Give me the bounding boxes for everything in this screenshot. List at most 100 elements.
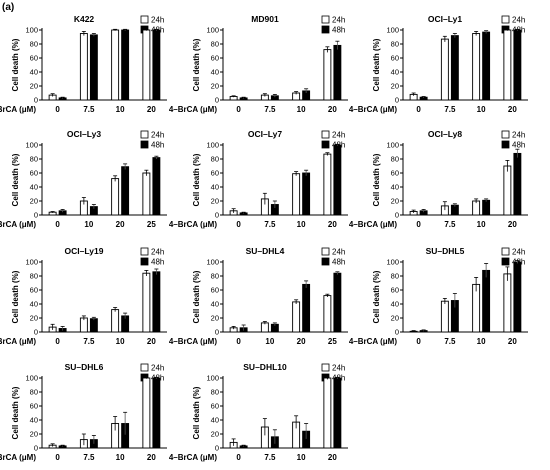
y-tick-label: 0 <box>34 211 38 220</box>
chart-title: SU–DHL6 <box>65 362 104 372</box>
x-tick-label: 20 <box>508 220 517 229</box>
x-tick-label: 0 <box>416 220 421 229</box>
y-tick-label: 20 <box>211 430 219 439</box>
x-tick-label: 7.5 <box>83 105 95 114</box>
y-tick-label: 80 <box>30 40 38 49</box>
chart-title: K422 <box>74 14 95 24</box>
y-tick-label: 100 <box>206 141 219 150</box>
x-tick-label: 20 <box>147 337 156 346</box>
y-axis-label: Cell death (%) <box>192 270 201 323</box>
legend-swatch <box>501 15 510 24</box>
y-tick-label: 80 <box>30 388 38 397</box>
legend-label: 24h <box>332 248 345 257</box>
x-axis-label: 4–BrCA (μM) <box>0 220 36 229</box>
legend-label: 24h <box>151 131 164 140</box>
y-axis-label: Cell death (%) <box>11 386 20 439</box>
legend-swatch <box>501 257 510 266</box>
bar <box>152 29 161 101</box>
y-tick-label: 40 <box>30 183 38 192</box>
bar <box>152 157 161 216</box>
y-tick-label: 80 <box>211 388 219 397</box>
bar <box>503 273 512 333</box>
x-axis-label: 4–BrCA (μM) <box>169 105 217 114</box>
x-tick-label: 25 <box>147 220 156 229</box>
legend-label: 24h <box>151 16 164 25</box>
y-tick-label: 100 <box>386 141 399 150</box>
y-tick-label: 80 <box>30 155 38 164</box>
bar <box>79 33 88 101</box>
x-tick-label: 7.5 <box>444 337 456 346</box>
y-tick-label: 0 <box>215 96 219 105</box>
y-tick-label: 80 <box>211 155 219 164</box>
chart-title: SU–DHL5 <box>426 246 465 256</box>
y-tick-label: 20 <box>391 314 399 323</box>
x-tick-label: 20 <box>116 220 125 229</box>
y-tick-label: 40 <box>30 68 38 77</box>
y-axis-label: Cell death (%) <box>11 38 20 91</box>
legend-label: 24h <box>512 131 525 140</box>
y-tick-label: 40 <box>391 183 399 192</box>
legend-swatch <box>501 130 510 139</box>
bar <box>513 261 522 333</box>
x-tick-label: 10 <box>84 220 93 229</box>
x-tick-label: 20 <box>328 105 337 114</box>
bar <box>111 178 120 216</box>
y-tick-label: 20 <box>391 197 399 206</box>
legend-swatch <box>321 247 330 256</box>
x-axis-label: 4–BrCA (μM) <box>0 337 36 346</box>
legend-swatch <box>321 140 330 149</box>
x-tick-label: 0 <box>416 337 421 346</box>
x-tick-label: 7.5 <box>444 105 456 114</box>
y-tick-label: 60 <box>391 54 399 63</box>
legend-label: 48h <box>512 141 525 150</box>
x-tick-label: 10 <box>297 105 306 114</box>
x-tick-label: 7.5 <box>264 105 276 114</box>
x-axis-label: 4–BrCA (μM) <box>0 105 36 114</box>
y-tick-label: 60 <box>211 169 219 178</box>
y-tick-label: 0 <box>34 444 38 453</box>
x-axis-label: 4–BrCA (μM) <box>169 337 217 346</box>
chart-title: SU–DHL10 <box>243 362 287 372</box>
bar <box>503 165 512 216</box>
bar <box>323 153 332 216</box>
y-tick-label: 60 <box>391 286 399 295</box>
legend-label: 24h <box>512 16 525 25</box>
x-tick-label: 10 <box>477 105 486 114</box>
bar <box>323 49 332 101</box>
y-tick-label: 20 <box>30 430 38 439</box>
legend-label: 24h <box>332 131 345 140</box>
y-tick-label: 20 <box>30 82 38 91</box>
y-tick-label: 40 <box>391 300 399 309</box>
y-tick-label: 0 <box>395 211 399 220</box>
bar <box>121 29 130 101</box>
bar <box>142 272 151 333</box>
bar <box>472 283 481 333</box>
legend-label: 48h <box>151 258 164 267</box>
x-tick-label: 20 <box>147 105 156 114</box>
y-tick-label: 40 <box>211 416 219 425</box>
x-tick-label: 0 <box>236 220 241 229</box>
legend-swatch <box>140 15 149 24</box>
chart-title: MD901 <box>251 14 279 24</box>
legend-swatch <box>321 363 330 372</box>
legend-swatch <box>501 247 510 256</box>
y-tick-label: 60 <box>30 169 38 178</box>
x-tick-label: 10 <box>116 105 125 114</box>
y-axis-label: Cell death (%) <box>192 386 201 439</box>
x-axis-label: 4–BrCA (μM) <box>169 220 217 229</box>
x-tick-label: 20 <box>328 220 337 229</box>
x-tick-label: 20 <box>508 105 517 114</box>
y-tick-label: 80 <box>30 272 38 281</box>
x-tick-label: 20 <box>147 453 156 462</box>
panel-letter: (a) <box>2 2 15 13</box>
y-tick-label: 40 <box>211 68 219 77</box>
legend-swatch <box>321 257 330 266</box>
y-tick-label: 20 <box>211 197 219 206</box>
y-tick-label: 80 <box>391 155 399 164</box>
x-tick-label: 0 <box>55 453 60 462</box>
